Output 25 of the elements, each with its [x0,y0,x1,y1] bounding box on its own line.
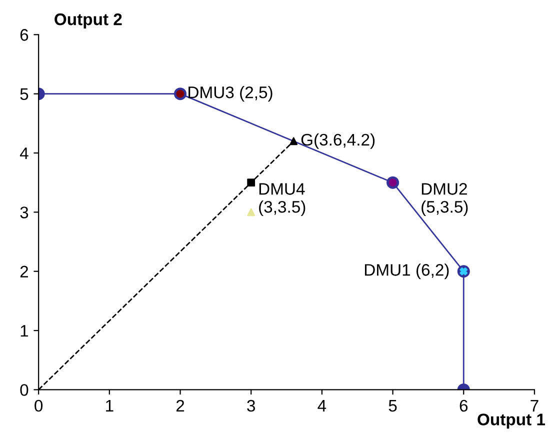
x-tick-label: 4 [318,400,326,412]
x-tick-label: 3 [247,400,255,412]
y-tick-label: 5 [20,88,28,100]
point [247,208,256,216]
y-tick-label: 0 [20,384,28,396]
point [247,178,256,187]
x-tick-label: 7 [530,400,538,412]
y-axis-title: Output 2 [54,13,122,29]
y-tick-label: 2 [20,266,28,278]
annotation: G(3.6,4.2) [301,133,375,149]
annotation: DMU3 (2,5) [188,86,272,102]
y-tick-label: 4 [20,148,28,160]
x-axis-title: Output 1 [478,414,546,429]
x-tick-label: 0 [34,400,43,412]
annotation: DMU1 (6,2) [364,264,449,280]
x-tick-label: 1 [106,400,114,412]
y-tick-label: 1 [20,325,28,337]
annotation: DMU2 (5,3.5) [422,183,468,216]
x-tick-label: 5 [388,400,397,412]
point [290,137,298,146]
annotation: DMU4 (3,3.5) [259,183,306,216]
y-tick-label: 6 [20,29,28,41]
y-tick-label: 3 [20,206,28,218]
x-tick-label: 2 [176,400,184,412]
x-tick-label: 6 [460,400,468,412]
